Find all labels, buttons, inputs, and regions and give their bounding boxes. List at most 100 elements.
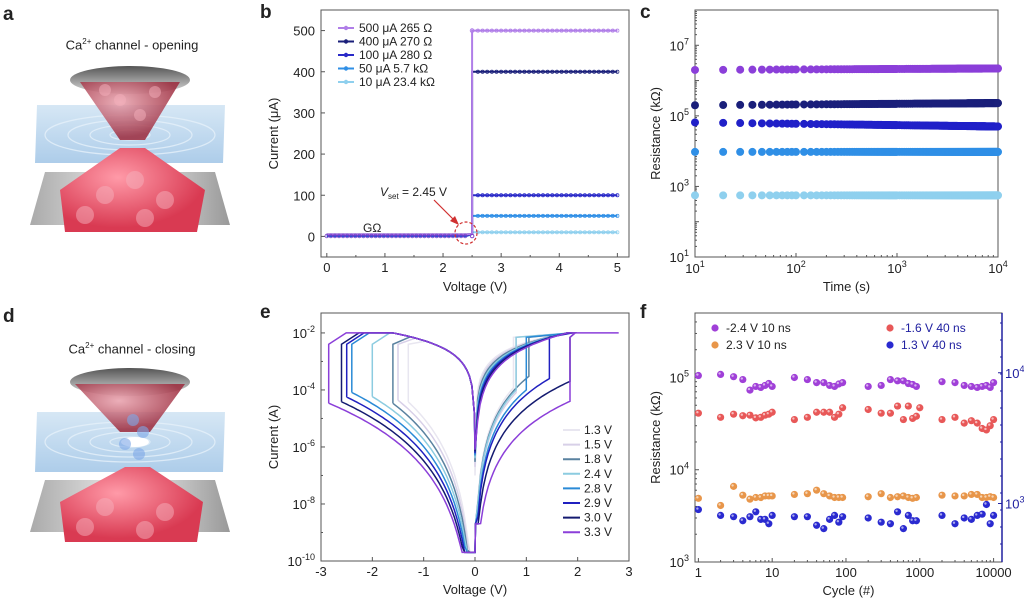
data-point-highlight (836, 495, 840, 498)
y-tick-label: 10-10 (288, 552, 315, 569)
data-point (536, 230, 541, 235)
data-point (806, 191, 815, 200)
data-point-highlight (979, 495, 983, 498)
series-100 μA (691, 118, 1002, 131)
data-point (489, 213, 494, 218)
data-point (536, 69, 541, 74)
data-point (499, 69, 504, 74)
data-point (475, 230, 480, 235)
data-point-highlight (747, 413, 751, 416)
data-point (813, 486, 821, 494)
data-point (994, 99, 1002, 108)
data-point (480, 213, 485, 218)
data-point (877, 381, 885, 390)
data-point (508, 230, 513, 235)
data-point-highlight (836, 411, 840, 415)
data-point-highlight (718, 415, 721, 418)
data-point-highlight (792, 514, 795, 517)
legend-entry: 500 μA 265 Ω (359, 21, 432, 35)
data-point-highlight (901, 526, 904, 529)
data-point-highlight (969, 517, 972, 520)
data-point (568, 69, 573, 74)
series-2.3 V 10 ns (694, 482, 998, 510)
data-point-highlight (910, 518, 913, 521)
data-point (365, 233, 370, 239)
data-point (578, 230, 583, 235)
data-point (578, 69, 583, 74)
data-point (564, 28, 569, 33)
data-point (951, 379, 959, 387)
data-point (610, 213, 615, 218)
data-point-highlight (758, 385, 761, 388)
data-point (799, 100, 808, 109)
vset-annotation: Vset = 2.45 V (380, 185, 447, 201)
data-point-highlight (888, 495, 891, 498)
data-point (475, 213, 480, 218)
legend-entry: 1.3 V 40 ns (901, 338, 962, 352)
y-tick-label: 100 (293, 188, 315, 203)
data-point (564, 193, 569, 198)
data-point-highlight (975, 385, 978, 388)
data-point (573, 28, 578, 33)
data-point (601, 69, 606, 74)
data-point-highlight (731, 514, 734, 517)
data-point (739, 491, 747, 499)
data-point (480, 28, 485, 33)
y-axis-label: Resistance (kΩ) (648, 87, 663, 180)
data-point-highlight (814, 410, 817, 413)
lower-filament (60, 467, 203, 542)
data-point-highlight (747, 387, 751, 391)
data-point (541, 230, 545, 235)
data-point (527, 213, 531, 218)
data-point-highlight (969, 418, 972, 421)
data-point (480, 230, 485, 235)
data-point (746, 513, 754, 521)
data-point (839, 404, 847, 412)
iv-curve (371, 332, 573, 554)
data-point-highlight (962, 493, 965, 497)
data-point-highlight (952, 415, 956, 418)
data-point (772, 191, 781, 200)
iv-curve (340, 332, 578, 554)
data-point (513, 28, 518, 33)
data-point (768, 492, 776, 500)
data-point-highlight (753, 509, 757, 513)
data-point (545, 193, 550, 198)
data-point (541, 193, 545, 198)
data-point (899, 525, 908, 533)
data-point (912, 517, 921, 525)
data-point (475, 28, 480, 33)
data-point (729, 513, 738, 521)
data-point (536, 28, 541, 33)
vset-circle (454, 221, 478, 245)
data-point (545, 230, 550, 235)
data-point (610, 193, 615, 198)
data-point (405, 233, 411, 239)
x-axis-label: Time (s) (823, 279, 870, 294)
series--1.6 V 40 ns (694, 402, 998, 434)
data-point (531, 28, 536, 33)
series-10 μA (691, 191, 1002, 200)
data-point (554, 213, 559, 218)
data-point (994, 122, 1002, 131)
data-point-highlight (832, 495, 835, 498)
legend-entry: 2.3 V 10 ns (726, 338, 787, 352)
data-point-highlight (753, 384, 757, 387)
data-point-highlight (792, 417, 795, 420)
legend-entry: -1.6 V 40 ns (901, 321, 966, 335)
data-point (564, 213, 569, 218)
x-tick-label: 101 (685, 259, 704, 276)
data-point (820, 525, 828, 533)
data-point (480, 69, 485, 74)
data-point (349, 233, 354, 239)
data-point (410, 233, 415, 239)
data-point (527, 69, 531, 74)
data-point-highlight (840, 514, 843, 517)
data-point-highlight (758, 495, 761, 498)
y-axis-label: Current (A) (266, 405, 281, 469)
data-point (489, 193, 494, 198)
x-tick-label: 2 (439, 260, 446, 275)
data-point (899, 415, 908, 424)
data-point (381, 233, 386, 239)
x-tick-label: 3 (498, 260, 505, 275)
